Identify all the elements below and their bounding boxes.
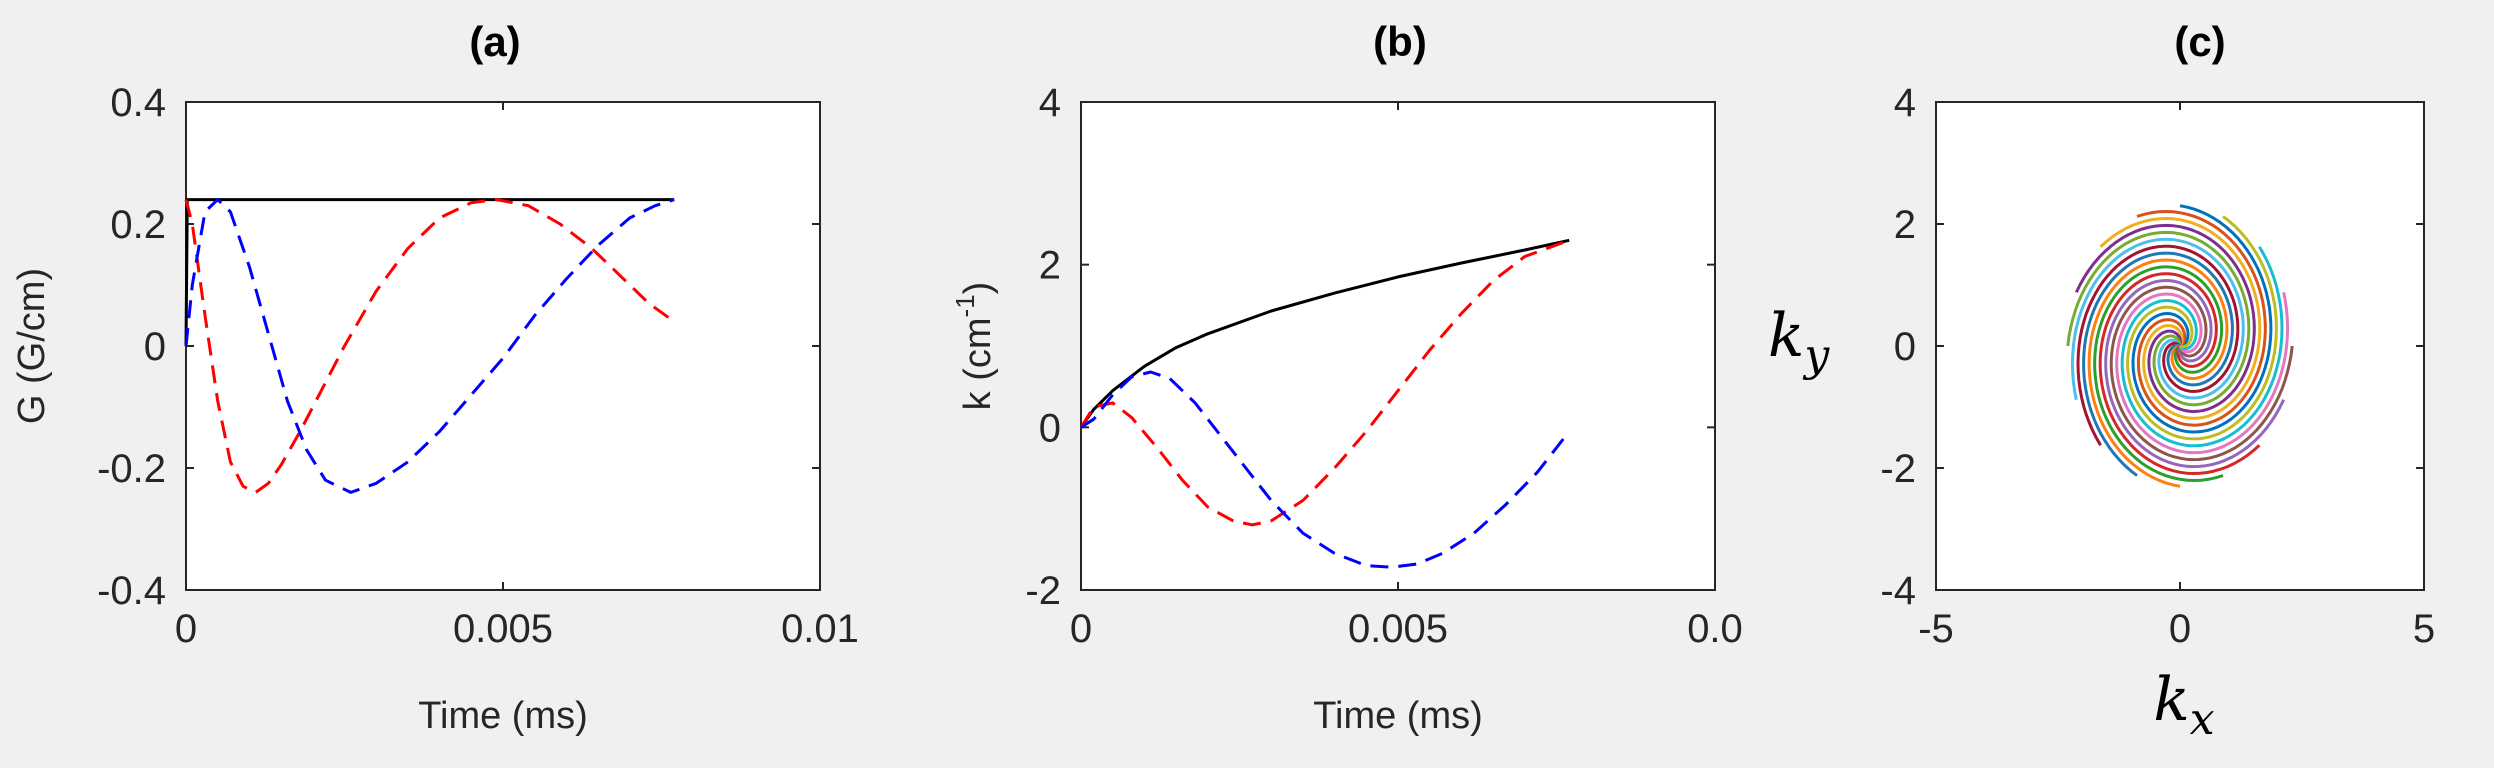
panel-c-spiral-interleave: [2131, 204, 2273, 434]
panel-c-spiral-interleave: [2104, 279, 2286, 469]
panel-c-x-axis-label: kx: [2153, 665, 2214, 745]
panel-c-spiral-interleave: [2099, 217, 2262, 420]
panel-a: (a) 0 0.005 0.01-0.4-0.200.20.4 Time (ms) …: [11, 18, 859, 737]
panel-b-y-axis-label: k (cm-1): [950, 282, 999, 411]
panel-a-series-line: [184, 198, 675, 494]
panel-c-y-tick-label: 2: [1894, 203, 1916, 247]
panel-a-x-tick-label: 0: [175, 607, 197, 651]
panel-c-spiral-interleave: [2120, 246, 2284, 448]
panel-c-x-tick-label: 0: [2169, 607, 2191, 651]
panel-c-x-tick-label: 5: [2413, 607, 2435, 651]
panel-c-spiral-interleave: [2074, 223, 2256, 413]
panel-b-series-line: [1080, 370, 1571, 569]
panel-c-y-axis-label-sub: y: [1802, 330, 1830, 381]
panel-c-spiral-interleave: [2098, 272, 2261, 475]
panel-c-spiral-interleave: [2066, 230, 2251, 407]
panel-c-y-tick-label: 4: [1894, 81, 1916, 125]
panel-b-x-axis-label: Time (ms): [1313, 695, 1483, 737]
panel-a-x-axis-label: Time (ms): [418, 695, 588, 737]
panel-b-series-line: [1079, 238, 1570, 429]
panel-a-y-tick-label: 0.4: [110, 81, 166, 125]
panel-c-ticks: -5 0 5 -4 -2 0 2 4: [1880, 81, 2435, 651]
panel-b-y-tick-label: 2: [1039, 244, 1061, 288]
panel-a-series-line: [184, 198, 676, 494]
panel-b-series-line: [1079, 238, 1570, 527]
panel-b-series: [1079, 238, 1571, 569]
panel-a-x-tick-label: 0.005: [453, 607, 553, 651]
panel-b-y-axis-label-end: ): [957, 282, 999, 295]
panel-b-y-axis-label-sup: -1: [950, 294, 980, 317]
panel-c-y-axis-label-base: k: [1768, 301, 1804, 371]
panel-c-x-axis-label-base: k: [2153, 665, 2189, 735]
panel-c-spiral-interleave: [2136, 210, 2267, 427]
panel-c-x-tick-label: -5: [1918, 607, 1954, 651]
panel-a-x-tick-label: 0.01: [781, 607, 859, 651]
panel-b-x-tick-label: 0.005: [1348, 607, 1448, 651]
panel-c-y-axis-label: ky: [1768, 301, 1830, 381]
panel-c-spiral-interleave: [2126, 215, 2278, 441]
panel-b-x-tick-label: 0.0: [1687, 607, 1743, 651]
panel-c-y-tick-label: 0: [1894, 325, 1916, 369]
panel-c-spiral-interleave: [2093, 265, 2224, 482]
panel-c-spiral-interleave: [2070, 237, 2245, 400]
panel-b-y-tick-label: 4: [1039, 81, 1061, 125]
panel-c-series: [2066, 204, 2294, 488]
panel-a-y-tick-label: 0: [144, 325, 166, 369]
panel-a-y-tick-label: -0.4: [97, 569, 166, 613]
panel-b-x-tick-label: 0: [1070, 607, 1092, 651]
panel-a-y-tick-label: 0.2: [110, 203, 166, 247]
panel-a-y-tick-label: -0.2: [97, 447, 166, 491]
panel-a-series: [184, 198, 676, 494]
panel-a-axes: [185, 101, 821, 591]
panel-b-axes: [1080, 101, 1716, 591]
panel-a-y-axis-label: G (G/cm): [11, 268, 53, 424]
panel-c-y-tick-label: -4: [1880, 569, 1916, 613]
panel-b-y-axis-label-main: k (cm: [957, 317, 999, 410]
panel-c-y-tick-label: -2: [1880, 447, 1916, 491]
panel-c-spiral-interleave: [2109, 285, 2294, 462]
panel-c-spiral-interleave: [2087, 258, 2229, 488]
panel-a-title: (a): [469, 18, 520, 65]
panel-c-spiral-interleave: [2082, 251, 2234, 477]
panel-a-ticks: 0 0.005 0.01 -0.4 -0.2 0 0.2 0.4: [97, 81, 859, 651]
panel-b-y-tick-label: 0: [1039, 406, 1061, 450]
panel-c-x-axis-label-sub: x: [2190, 694, 2215, 745]
panel-c-spiral-interleave: [2076, 244, 2240, 446]
panel-c-spiral-interleave: [2115, 292, 2290, 455]
panel-b-y-tick-label: -2: [1025, 569, 1061, 613]
panel-b-title: (b): [1373, 18, 1427, 65]
panel-c-title: (c): [2174, 18, 2225, 65]
